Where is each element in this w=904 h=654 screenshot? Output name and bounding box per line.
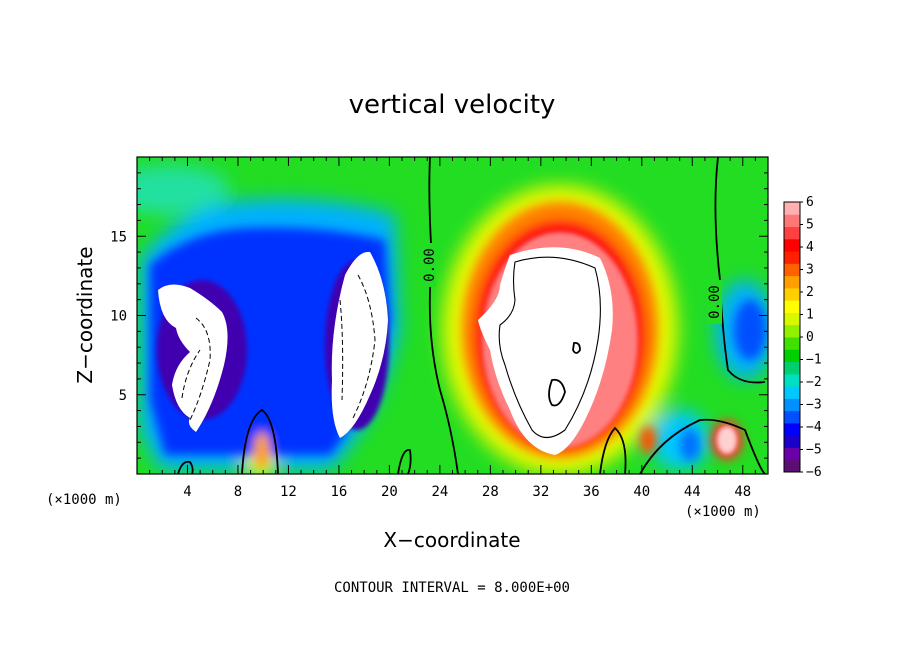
colorbar-swatch: [784, 287, 800, 301]
colorbar-swatch: [784, 238, 800, 252]
colorbar-label: −6: [806, 465, 822, 480]
x-tick-label: 4: [183, 484, 191, 500]
colorbar-swatch: [784, 435, 800, 448]
colorbar-swatch: [784, 300, 800, 313]
x-tick-label: 28: [482, 484, 499, 500]
colorbar-swatch: [784, 251, 800, 264]
x-axis-title: X−coordinate: [383, 528, 520, 552]
contour-label: 0.00: [707, 285, 723, 319]
x-unit-right: (×1000 m): [685, 504, 761, 520]
colorbar-swatch: [784, 275, 800, 289]
colorbar-swatch: [784, 263, 800, 277]
colorbar-swatch: [784, 373, 800, 387]
colorbar-swatch: [784, 324, 800, 338]
colorbar-label: −5: [806, 443, 822, 458]
colorbar-label: 6: [806, 195, 814, 210]
colorbar-label: 5: [806, 218, 814, 233]
y-tick-label: 10: [110, 309, 127, 325]
contour-label: 0.00: [422, 248, 438, 282]
x-tick-label: 20: [381, 484, 398, 500]
x-unit-left: (×1000 m): [46, 492, 122, 508]
colorbar-swatch: [784, 312, 800, 326]
colorbar-label: −4: [806, 420, 822, 435]
colorbar-swatch: [784, 226, 800, 240]
y-tick-label: 5: [119, 388, 127, 404]
colorbar-label: 4: [806, 240, 814, 255]
colorbar: 6 5 4 3 2 1 0 −1 −2 −3 −4 −5 −6: [783, 195, 822, 480]
colorbar-label: 0: [806, 330, 814, 345]
colorbar-swatch: [784, 447, 800, 461]
plot-area: [137, 157, 768, 474]
colorbar-swatch: [784, 398, 800, 412]
colorbar-swatch: [784, 349, 800, 363]
x-tick-label: 44: [684, 484, 701, 500]
colorbar-label: 1: [806, 308, 814, 323]
colorbar-label: 2: [806, 285, 814, 300]
colorbar-label: −1: [806, 353, 822, 368]
colorbar-swatch: [784, 214, 800, 228]
colorbar-swatch: [784, 202, 800, 215]
colorbar-label: 3: [806, 263, 814, 278]
x-tick-label: 8: [234, 484, 242, 500]
x-tick-label: 48: [734, 484, 751, 500]
colorbar-swatch: [784, 386, 800, 399]
colorbar-label: −3: [806, 398, 822, 413]
x-tick-label: 12: [280, 484, 297, 500]
x-tick-label: 40: [633, 484, 650, 500]
x-tick-label: 16: [330, 484, 347, 500]
chart-title: vertical velocity: [349, 90, 556, 120]
x-tick-label: 36: [583, 484, 600, 500]
x-tick-label: 24: [431, 484, 448, 500]
y-tick-label: 15: [110, 229, 127, 245]
colorbar-label: −2: [806, 375, 822, 390]
y-axis-title: Z−coordinate: [73, 246, 97, 383]
contour-interval-note: CONTOUR INTERVAL = 8.000E+00: [334, 580, 570, 596]
colorbar-swatch: [784, 361, 800, 375]
colorbar-swatch: [784, 410, 800, 424]
x-tick-label: 32: [532, 484, 549, 500]
colorbar-swatch: [784, 459, 800, 473]
colorbar-swatch: [784, 422, 800, 436]
colorbar-swatch: [784, 337, 800, 350]
